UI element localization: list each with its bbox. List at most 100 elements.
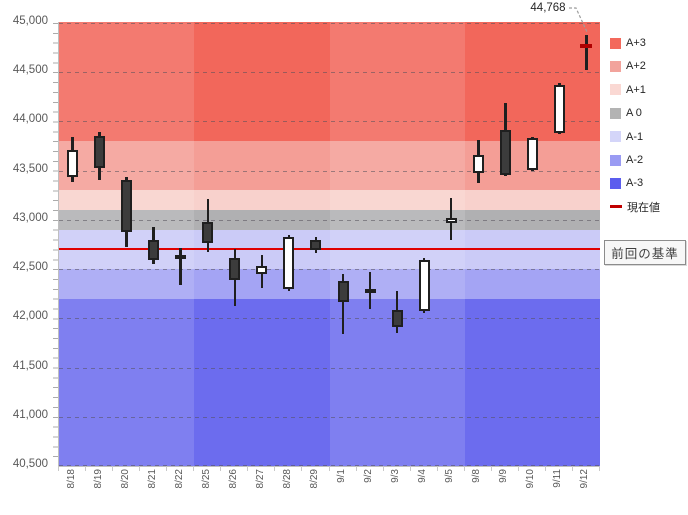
- candle-body-9/1: [337, 281, 349, 302]
- x-axis-tick-14: [436, 466, 438, 471]
- candle-body-8/18: [67, 149, 79, 178]
- candle-wick-8/22: [179, 247, 182, 285]
- x-axis-tick-19: [571, 466, 573, 471]
- legend-label: A-1: [626, 130, 644, 143]
- y-tick-label-43500: 43,500: [12, 162, 48, 175]
- candle-body-8/19: [94, 135, 106, 169]
- x-axis-tick-20: [599, 466, 600, 471]
- zone-band-A-2: [59, 269, 600, 299]
- legend-label: A-3: [626, 177, 644, 190]
- gridline-41000: [59, 417, 600, 418]
- y-tick-label-41000: 41,000: [12, 408, 48, 421]
- x-tick-label-9/12: 9/12: [579, 469, 591, 489]
- x-tick-label-9/3: 9/3: [390, 469, 402, 483]
- y-tick-label-44000: 44,000: [12, 113, 48, 126]
- x-axis-tick-11: [355, 466, 357, 471]
- x-tick-label-9/1: 9/1: [336, 469, 348, 483]
- candle-body-8/20: [121, 179, 133, 232]
- x-axis-tick-17: [517, 466, 519, 471]
- legend-item-A-3: A-3: [610, 176, 643, 190]
- legend-swatch-A-1: [610, 131, 621, 143]
- legend-label: A+3: [626, 37, 646, 49]
- x-tick-label-8/19: 8/19: [92, 469, 104, 489]
- gridline-40500: [59, 465, 600, 466]
- legend-label: A-2: [626, 154, 644, 166]
- x-axis-tick-18: [544, 466, 546, 471]
- candle-body-8/22: [175, 254, 187, 259]
- x-tick-label-9/10: 9/10: [525, 469, 537, 489]
- candle-body-8/29: [310, 240, 322, 250]
- candle-body-9/3: [391, 309, 403, 328]
- annotation-leader-line: [569, 7, 588, 33]
- legend-swatch-A-2: [610, 154, 621, 166]
- legend-swatch-A 0: [610, 107, 621, 119]
- x-axis-tick-13: [409, 466, 411, 471]
- legend-label: 現在値: [627, 201, 660, 214]
- candle-body-9/9: [499, 129, 511, 176]
- gridline-44000: [59, 121, 600, 122]
- gridline-42500: [59, 269, 600, 270]
- x-tick-label-8/28: 8/28: [281, 469, 293, 489]
- x-axis-tick-15: [463, 466, 465, 471]
- legend-swatch-A-3: [610, 177, 621, 189]
- current-value-marker: [580, 44, 593, 48]
- gridline-44500: [59, 72, 600, 73]
- candle-body-9/2: [364, 288, 376, 293]
- zone-band-A0: [59, 210, 600, 230]
- y-tick-label-44500: 44,500: [12, 64, 48, 77]
- legend-swatch-A+3: [610, 37, 621, 49]
- zone-band-A+1: [59, 190, 600, 211]
- candle-body-9/5: [445, 217, 457, 224]
- x-tick-label-8/25: 8/25: [200, 469, 212, 489]
- x-axis-tick-1: [85, 466, 87, 471]
- x-tick-label-8/22: 8/22: [173, 469, 185, 489]
- legend-swatch-現在値: [610, 205, 622, 209]
- legend-item-A-2: A-2: [610, 153, 643, 167]
- x-tick-label-9/2: 9/2: [363, 469, 375, 483]
- x-axis-tick-2: [112, 466, 114, 471]
- gridline-43500: [59, 171, 600, 172]
- candle-body-8/27: [256, 266, 268, 275]
- candle-body-9/4: [418, 259, 430, 312]
- legend-swatch-A+1: [610, 84, 621, 96]
- current-value-annotation: 44,768: [530, 2, 566, 14]
- x-tick-label-8/18: 8/18: [65, 469, 77, 489]
- y-tick-label-42000: 42,000: [12, 310, 48, 323]
- gridline-45000: [59, 23, 600, 24]
- x-axis-tick-5: [193, 466, 195, 471]
- y-axis-minor-ticks: [53, 23, 58, 466]
- legend-label: A 0: [626, 107, 642, 120]
- candle-body-9/8: [472, 154, 484, 174]
- x-tick-label-9/9: 9/9: [498, 469, 510, 483]
- x-axis-tick-7: [247, 466, 249, 471]
- x-tick-label-9/11: 9/11: [552, 469, 564, 488]
- y-tick-label-45000: 45,000: [12, 15, 48, 27]
- legend-item-A+1: A+1: [610, 83, 646, 97]
- legend-item-A-1: A-1: [610, 130, 643, 144]
- x-tick-label-8/29: 8/29: [308, 469, 320, 489]
- y-tick-label-41500: 41,500: [12, 359, 48, 372]
- x-axis-tick-12: [382, 466, 384, 471]
- gridline-43000: [59, 220, 600, 221]
- plot-area: [58, 22, 600, 467]
- candle-body-8/25: [202, 221, 214, 243]
- legend-label: A+1: [626, 83, 646, 96]
- y-tick-label-42500: 42,500: [12, 261, 48, 274]
- x-axis-tick-4: [166, 466, 168, 471]
- y-tick-label-43000: 43,000: [12, 211, 48, 224]
- candle-body-8/28: [283, 236, 295, 290]
- legend-label: A+2: [626, 60, 646, 73]
- x-tick-label-9/4: 9/4: [417, 469, 429, 483]
- baseline-line: [59, 248, 600, 251]
- legend-swatch-A+2: [610, 60, 621, 72]
- x-axis-tick-3: [139, 466, 141, 471]
- x-tick-label-8/20: 8/20: [119, 469, 131, 489]
- candle-body-8/26: [229, 257, 241, 280]
- x-axis-tick-8: [274, 466, 276, 471]
- gridline-41500: [59, 368, 600, 369]
- candle-body-8/21: [148, 239, 160, 260]
- candle-body-9/11: [553, 84, 565, 134]
- legend-item-A+3: A+3: [610, 36, 646, 50]
- x-axis-tick-10: [328, 466, 330, 471]
